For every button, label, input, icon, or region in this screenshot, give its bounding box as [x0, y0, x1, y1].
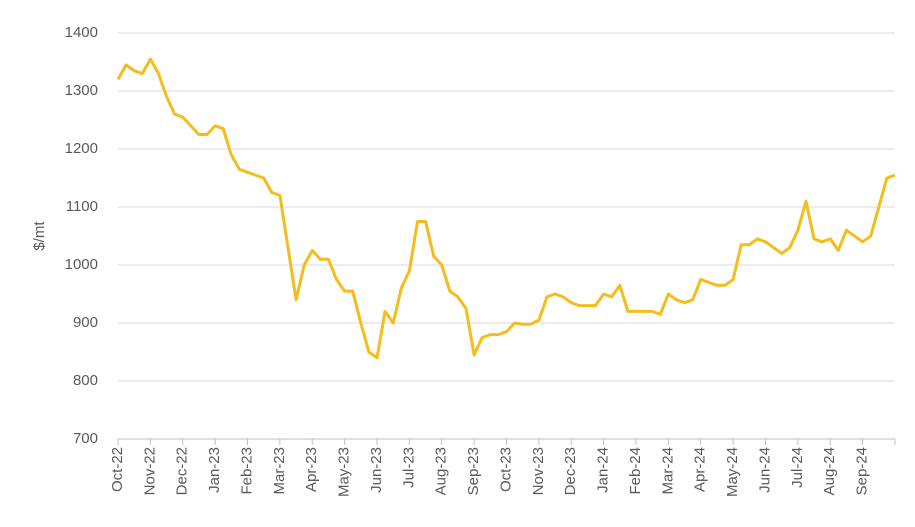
price-line: [116, 57, 896, 360]
x-tick-label: Dec-23: [562, 447, 579, 495]
y-tick-label: 1200: [65, 140, 98, 157]
x-tick-label: Oct-23: [497, 447, 514, 492]
x-tick-label: May-24: [724, 447, 741, 497]
x-tick-label: Jan-24: [595, 447, 612, 493]
x-tick-label: Nov-23: [530, 447, 547, 495]
x-tick-label: Oct-22: [109, 447, 126, 492]
x-tick-label: Apr-24: [692, 447, 709, 492]
x-tick-label: Nov-22: [141, 447, 158, 495]
x-tick-label: Aug-24: [821, 447, 838, 495]
x-tick-label: Apr-23: [303, 447, 320, 492]
x-tick-label: May-23: [336, 447, 353, 497]
x-tick-label: Mar-24: [659, 447, 676, 495]
x-tick-label: Sep-24: [854, 447, 871, 495]
x-tick-label: Jul-23: [400, 447, 417, 488]
y-tick-label: 700: [73, 430, 98, 447]
y-axis-label: $/mt: [31, 221, 48, 251]
x-tick-label: Jun-24: [756, 447, 773, 493]
y-tick-label: 1300: [65, 82, 98, 99]
y-tick-label: 1100: [66, 198, 98, 215]
y-tick-label: 800: [73, 372, 98, 389]
x-tick-label: Dec-22: [174, 447, 191, 495]
y-tick-label: 900: [73, 314, 98, 331]
x-tick-label: Mar-23: [271, 447, 288, 495]
y-tick-label: 1400: [65, 24, 98, 41]
x-tick-label: Feb-23: [238, 447, 255, 495]
x-tick-label: Sep-23: [465, 447, 482, 495]
y-tick-label: 1000: [65, 256, 98, 273]
x-tick-label: Aug-23: [433, 447, 450, 495]
x-tick-label: Jun-23: [368, 447, 385, 493]
x-tick-label: Jul-24: [789, 447, 806, 488]
x-tick-label: Feb-24: [627, 447, 644, 495]
x-tick-label: Jan-23: [206, 447, 223, 493]
